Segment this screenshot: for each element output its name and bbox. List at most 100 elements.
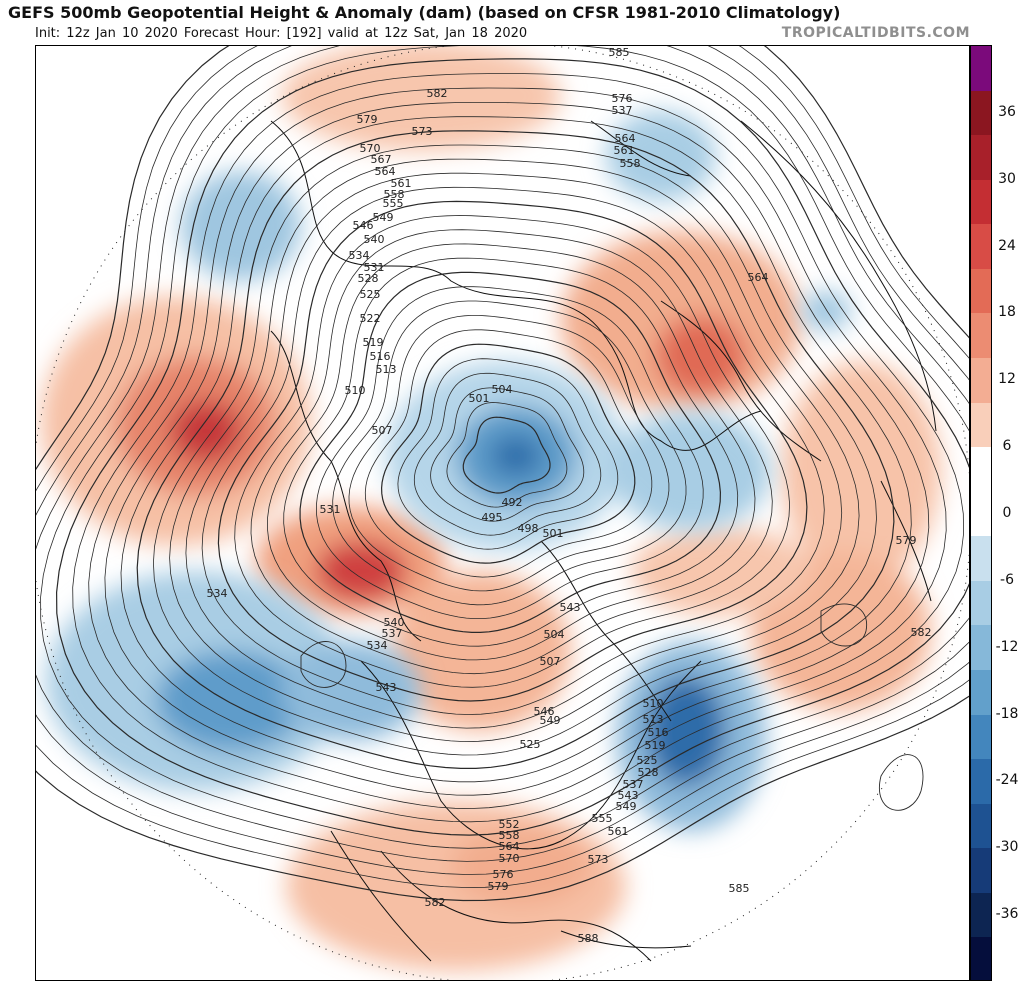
contour-label: 492 [502, 496, 523, 509]
contour-label: 516 [370, 350, 391, 363]
colorbar-segment [971, 402, 991, 449]
contour-label: 549 [373, 211, 394, 224]
anomaly-negative-nw [181, 171, 301, 281]
coastline-caribbean [560, 930, 692, 949]
height-contour [462, 416, 551, 494]
colorbar-tick-label: 0 [1002, 505, 1012, 521]
contour-label: 513 [376, 363, 397, 376]
contour-label: 504 [492, 383, 513, 396]
colorbar-tick-label: 24 [998, 237, 1016, 254]
contour-label: 579 [357, 113, 378, 126]
height-contour [152, 144, 877, 756]
contour-label: 564 [375, 165, 396, 178]
height-contour [348, 315, 670, 592]
height-contour-closed [820, 603, 868, 647]
contour-label: 567 [371, 153, 392, 166]
contour-label: 516 [648, 726, 669, 739]
coastline-us-gulf [380, 850, 652, 962]
contour-label: 573 [412, 125, 433, 138]
coastline-scandinavia [660, 300, 822, 462]
contour-label: 534 [349, 249, 370, 262]
contour-label: 510 [643, 697, 664, 710]
anomaly-positive-alaska-core [316, 541, 406, 601]
contour-label: 576 [493, 868, 514, 881]
contour-label: 561 [391, 177, 412, 190]
contour-label: 555 [592, 812, 613, 825]
colorbar-segment [971, 803, 991, 850]
colorbar-tick-label: 6 [1002, 438, 1012, 455]
contour-label: 564 [615, 132, 636, 145]
coastline-greenland [540, 540, 672, 722]
contour-label: 555 [383, 197, 404, 210]
height-contour [397, 358, 619, 550]
height-contour [55, 58, 969, 836]
contour-label: 561 [608, 825, 629, 838]
colorbar-segment [971, 580, 991, 627]
colorbar-segment [971, 447, 991, 493]
contour-label: 534 [207, 587, 228, 600]
contour-label: 549 [540, 714, 561, 727]
contour-label: 543 [560, 601, 581, 614]
colorbar-segment [971, 759, 991, 805]
contour-label: 570 [499, 852, 520, 865]
contour-label: 549 [616, 800, 637, 813]
colorbar-segment [971, 670, 991, 716]
height-contour [36, 46, 969, 888]
anomaly-negative-siberia-peak [491, 436, 541, 476]
contour-label: 561 [614, 144, 635, 157]
contour-labels: 5855825795765735705675645615585555495465… [207, 46, 932, 945]
colorbar-segment [971, 848, 991, 894]
contour-label: 585 [729, 882, 750, 895]
height-contour [364, 329, 653, 578]
colorbar-segment [971, 135, 991, 181]
contour-label: 504 [544, 628, 565, 641]
anomaly-negative-north [606, 111, 716, 201]
anomaly-colorbar [970, 45, 992, 981]
anomaly-negative-baffin [801, 291, 851, 331]
colorbar-segment [971, 358, 991, 404]
colorbar-tick-label: -6 [1000, 571, 1014, 588]
colorbar-tick-label: -12 [995, 638, 1019, 655]
colorbar-tick-label: 30 [998, 170, 1016, 187]
contour-label: 525 [637, 754, 658, 767]
contour-label: 540 [384, 616, 405, 629]
colorbar-segment [971, 268, 991, 315]
height-contour [283, 257, 739, 647]
colorbar-segment [971, 625, 991, 671]
height-contour [36, 46, 969, 875]
height-contour [316, 286, 704, 619]
anomaly-negative-europe [611, 411, 771, 531]
height-contour [72, 73, 965, 823]
contour-label: 558 [384, 188, 405, 201]
anomaly-negative-north-pacific-2 [281, 641, 421, 741]
colorbar-segment [971, 714, 991, 761]
colorbar-tick-label: -30 [995, 839, 1019, 856]
contour-label: 576 [612, 92, 633, 105]
anomaly-positive-southeast-us-core [451, 826, 591, 906]
contour-label: 564 [748, 271, 769, 284]
contour-label: 540 [364, 233, 385, 246]
contour-label: 519 [645, 739, 666, 752]
anomaly-positive-scandinavia-core [656, 316, 746, 396]
contour-label: 537 [382, 627, 403, 640]
chart-title: GEFS 500mb Geopotential Height & Anomaly… [8, 3, 841, 22]
contour-label: 564 [499, 840, 520, 853]
colorbar-tick-label: 12 [998, 371, 1016, 388]
anomaly-positive-pacific-peak [171, 401, 241, 461]
contour-label: 585 [609, 46, 630, 59]
anomaly-shading [41, 46, 941, 971]
height-contour [169, 158, 860, 743]
height-contour [120, 116, 912, 783]
colorbar-segment [971, 536, 991, 582]
height-contour [36, 46, 969, 902]
contour-label: 507 [372, 424, 393, 437]
height-contour [430, 387, 585, 522]
contour-label: 582 [427, 87, 448, 100]
height-contour [299, 271, 722, 633]
contour-label: 528 [638, 766, 659, 779]
anomaly-negative-north-pacific-core [156, 651, 306, 751]
colorbar-tick-label: -24 [995, 772, 1019, 789]
contour-label: 525 [360, 288, 381, 301]
height-contour [446, 402, 568, 508]
contour-label: 537 [623, 778, 644, 791]
